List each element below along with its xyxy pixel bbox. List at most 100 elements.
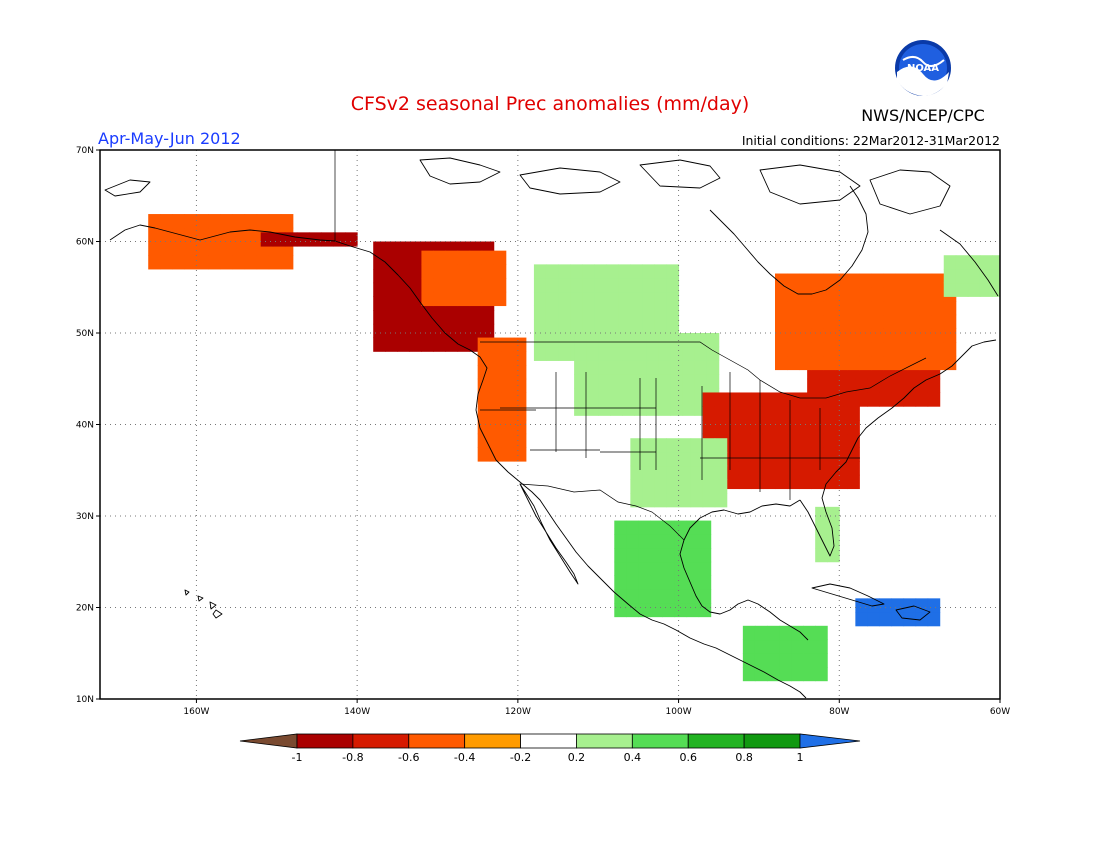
anomaly-cell (686, 575, 700, 590)
anomaly-cell (799, 474, 812, 490)
lat-tick-label: 60N (76, 238, 94, 248)
anomaly-cell (742, 653, 756, 668)
anomaly-cell (927, 612, 941, 627)
anomaly-cell (513, 351, 527, 366)
anomaly-cell (811, 474, 824, 490)
anomaly-cell (698, 602, 712, 618)
colorbar-segment (464, 733, 521, 749)
anomaly-cell (726, 474, 740, 490)
anomaly-cell (694, 360, 708, 375)
anomaly-cell (638, 561, 651, 576)
anomaly-cell (654, 451, 668, 467)
anomaly-cell (879, 378, 893, 393)
anomaly-cell (642, 465, 655, 480)
anomaly-cell (634, 387, 647, 403)
anomaly-cell (373, 310, 386, 325)
anomaly-cell (835, 419, 848, 435)
anomaly-cell (883, 355, 897, 371)
anomaly-cell (409, 296, 422, 311)
anomaly-cell (533, 278, 547, 293)
anomaly-cell (670, 360, 684, 375)
anomaly-cell (927, 378, 941, 393)
anomaly-cell (779, 653, 792, 668)
anomaly-cell (558, 291, 571, 307)
anomaly-cell (919, 342, 933, 357)
anomaly-cell (457, 264, 471, 279)
anomaly-cell (626, 534, 639, 549)
anomaly-cell (634, 346, 647, 361)
anomaly-cell (650, 575, 663, 590)
anomaly-cell (196, 255, 209, 270)
anomaly-cell (835, 300, 848, 316)
anomaly-cell (955, 255, 969, 270)
anomaly-cell (787, 419, 800, 435)
anomaly-cell (545, 264, 559, 279)
anomaly-cell (762, 447, 776, 462)
anomaly-cell (610, 401, 623, 416)
anomaly-cell (385, 241, 398, 256)
anomaly-cell (823, 342, 836, 357)
anomaly-cell (678, 465, 692, 480)
anomaly-cell (859, 342, 872, 357)
anomaly-cell (823, 273, 836, 288)
anomaly-cell (714, 438, 728, 453)
anomaly-cell (686, 561, 700, 576)
anomaly-cell (682, 401, 696, 416)
anomaly-cell (943, 282, 957, 297)
anomaly-cell (775, 447, 788, 462)
anomaly-cell (931, 287, 945, 302)
noaa-logo: NOAA (895, 40, 951, 97)
anomaly-cell (373, 282, 386, 297)
anomaly-cell (698, 575, 712, 590)
anomaly-cell (654, 319, 668, 334)
anomaly-cell (835, 433, 848, 448)
anomaly-cell (847, 355, 860, 371)
anomaly-cell (421, 291, 434, 307)
anomaly-cell (742, 639, 756, 654)
anomaly-cell (433, 337, 447, 352)
anomaly-cell (582, 264, 595, 279)
anomaly-cell (433, 250, 447, 265)
anomaly-cell (674, 520, 688, 535)
colorbar-label: 0.4 (624, 751, 642, 764)
anomaly-cell (943, 268, 957, 284)
anomaly-cell (678, 479, 692, 494)
anomaly-cell (787, 406, 800, 421)
anomaly-cell (907, 328, 921, 343)
anomaly-cell (682, 387, 696, 403)
anomaly-cell (787, 342, 800, 357)
anomaly-cell (650, 589, 663, 604)
anomaly-cell (779, 625, 792, 641)
anomaly-cell (943, 255, 957, 270)
anomaly-cell (791, 653, 804, 668)
anomaly-cell (646, 387, 659, 403)
anomaly-cell (686, 548, 700, 563)
anomaly-cell (574, 374, 587, 389)
anomaly-cell (594, 305, 607, 320)
anomaly-cell (646, 360, 659, 375)
anomaly-cell (835, 273, 848, 288)
colorbar-label: 1 (797, 751, 804, 764)
anomaly-cell (654, 305, 668, 320)
anomaly-cell (586, 360, 599, 375)
lon-tick-label: 140W (344, 707, 370, 717)
anomaly-cell (385, 282, 398, 297)
anomaly-cell (811, 355, 824, 371)
anomaly-cell (148, 227, 161, 242)
anomaly-cell (634, 360, 647, 375)
logo-text: NOAA (907, 63, 939, 74)
anomaly-cell (172, 214, 185, 229)
anomaly-cell (815, 666, 828, 682)
anomaly-cell (859, 328, 872, 343)
anomaly-cell (799, 447, 812, 462)
anomaly-cell (642, 291, 655, 307)
anomaly-cell (545, 319, 559, 334)
anomaly-cell (871, 342, 884, 357)
anomaly-cell (614, 534, 627, 549)
anomaly-cell (373, 255, 386, 270)
longitude-axis: 160W 140W 120W 100W 80W 60W (183, 699, 1010, 717)
anomaly-cell (598, 333, 611, 348)
anomaly-cell (690, 479, 704, 494)
anomaly-cell (433, 278, 447, 293)
